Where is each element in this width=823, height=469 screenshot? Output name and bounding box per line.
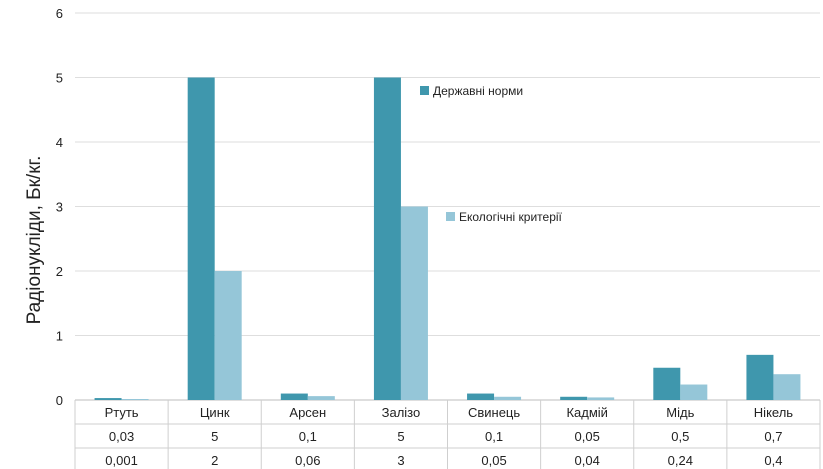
y-tick-label: 2 (56, 264, 63, 279)
legend: Державні норми Екологічні критерії (420, 84, 563, 224)
legend-swatch (446, 212, 455, 221)
data-table: Ртуть 0,03 0,001 Цинк 5 2 Арсен 0,1 0,06 Залізо 5 3… (74, 400, 821, 469)
x-category-label: Свинець (468, 405, 520, 420)
table-cell: 5 (211, 429, 218, 444)
legend-label: Державні норми (433, 84, 523, 98)
table-cell: 0,5 (671, 429, 689, 444)
bar (746, 354, 774, 400)
y-tick-label: 1 (56, 329, 63, 344)
bar (773, 374, 801, 400)
bar (214, 271, 242, 400)
bar (373, 77, 401, 400)
table-cell: 0,1 (485, 429, 503, 444)
bar (653, 367, 681, 400)
legend-swatch (420, 86, 429, 95)
bar (400, 206, 428, 400)
y-tick-label: 6 (56, 6, 63, 21)
table-cell: 0,1 (299, 429, 317, 444)
bar (94, 398, 122, 400)
table-cell: 0,001 (105, 453, 138, 468)
table-cell: 5 (397, 429, 404, 444)
legend-label: Екологічні критерії (459, 210, 563, 224)
table-cell: 2 (211, 453, 218, 468)
table-cell: 0,4 (764, 453, 782, 468)
bar (467, 393, 495, 400)
x-category-label: Ртуть (105, 405, 139, 420)
bar (680, 384, 708, 400)
table-cell: 0,7 (764, 429, 782, 444)
y-tick-labels: 0 1 2 3 4 5 6 (56, 6, 63, 408)
table-cell: 0,06 (295, 453, 320, 468)
table-cell: 0,24 (668, 453, 693, 468)
table-cell: 0,04 (575, 453, 600, 468)
bar (307, 396, 335, 400)
table-cell: 0,05 (481, 453, 506, 468)
bar (494, 396, 522, 400)
x-category-label: Цинк (200, 405, 230, 420)
bar (121, 399, 149, 400)
x-category-label: Мідь (666, 405, 694, 420)
bars (94, 77, 801, 400)
y-tick-label: 4 (56, 135, 63, 150)
bar (587, 397, 615, 400)
bar (187, 77, 215, 400)
x-category-label: Залізо (382, 405, 421, 420)
gridlines (75, 12, 820, 401)
x-category-label: Нікель (754, 405, 793, 420)
y-tick-label: 3 (56, 200, 63, 215)
table-cell: 0,03 (109, 429, 134, 444)
y-axis-label: Радіонукліди, Бк/кг. (24, 156, 45, 325)
x-category-label: Кадмій (566, 405, 607, 420)
table-cell: 3 (397, 453, 404, 468)
y-tick-label: 5 (56, 71, 63, 86)
bar (280, 393, 308, 400)
table-cell: 0,05 (575, 429, 600, 444)
bar (560, 396, 588, 400)
x-category-label: Арсен (289, 405, 326, 420)
y-tick-label: 0 (56, 393, 63, 408)
